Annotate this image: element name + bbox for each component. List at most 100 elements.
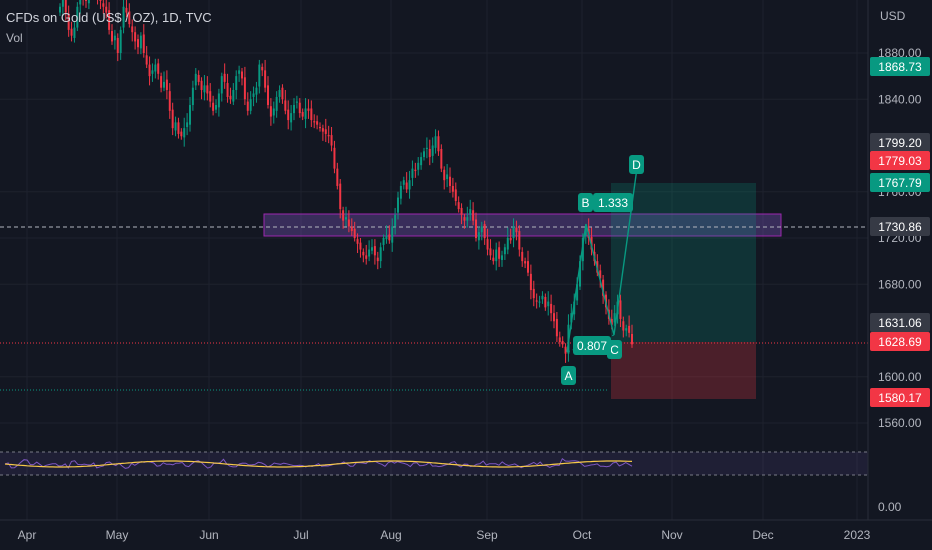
candle[interactable] <box>235 70 238 100</box>
candle[interactable] <box>339 179 342 219</box>
candle[interactable] <box>417 157 420 176</box>
price-tag[interactable]: 1580.17 <box>870 388 930 407</box>
candle[interactable] <box>376 251 379 270</box>
candle[interactable] <box>399 181 402 205</box>
candle[interactable] <box>241 68 243 86</box>
candle[interactable] <box>148 56 151 86</box>
resistance-zone[interactable] <box>263 213 782 237</box>
position-stop-area[interactable] <box>611 342 756 399</box>
candle[interactable] <box>139 32 142 55</box>
candle[interactable] <box>284 90 287 115</box>
candle[interactable] <box>189 96 191 132</box>
candle[interactable] <box>480 221 483 241</box>
candle[interactable] <box>347 210 350 233</box>
candle[interactable] <box>232 83 235 106</box>
candle[interactable] <box>67 5 70 37</box>
candle[interactable] <box>408 170 411 199</box>
candle[interactable] <box>391 218 394 252</box>
candle[interactable] <box>174 116 177 137</box>
candle[interactable] <box>223 63 226 89</box>
candle[interactable] <box>423 147 425 161</box>
candle[interactable] <box>385 225 388 244</box>
candle[interactable] <box>191 80 194 111</box>
candle[interactable] <box>414 162 417 178</box>
price-tag[interactable]: 1779.03 <box>870 151 930 170</box>
candle[interactable] <box>356 233 359 254</box>
candle[interactable] <box>466 206 469 228</box>
candle[interactable] <box>324 118 327 143</box>
candle[interactable] <box>503 243 506 260</box>
candle[interactable] <box>371 239 373 255</box>
candle[interactable] <box>200 77 203 100</box>
candle[interactable] <box>316 115 319 130</box>
candle[interactable] <box>197 70 200 86</box>
candle[interactable] <box>365 244 368 265</box>
candle[interactable] <box>261 63 264 77</box>
candle[interactable] <box>388 225 391 244</box>
candle[interactable] <box>469 199 472 221</box>
candle[interactable] <box>246 92 249 116</box>
candle[interactable] <box>272 101 275 124</box>
candle[interactable] <box>446 164 449 188</box>
candle[interactable] <box>529 264 532 300</box>
candle[interactable] <box>394 207 397 235</box>
candle[interactable] <box>379 242 382 269</box>
candle[interactable] <box>498 241 501 267</box>
price-tag[interactable]: 1631.06 <box>870 313 930 332</box>
candle[interactable] <box>212 95 215 116</box>
candle[interactable] <box>483 220 486 245</box>
candle[interactable] <box>267 76 269 109</box>
candle[interactable] <box>477 226 480 250</box>
candle[interactable] <box>301 108 304 121</box>
candle[interactable] <box>532 280 535 307</box>
candle[interactable] <box>168 83 171 119</box>
candle[interactable] <box>73 21 76 43</box>
ratio-bd-label[interactable]: 1.333 <box>593 193 633 212</box>
candle[interactable] <box>509 228 512 244</box>
candle[interactable] <box>295 95 298 109</box>
candle[interactable] <box>524 257 527 269</box>
candle[interactable] <box>160 72 163 93</box>
candle[interactable] <box>321 124 324 141</box>
candle[interactable] <box>425 137 428 159</box>
candle[interactable] <box>373 239 376 265</box>
candle[interactable] <box>243 66 246 106</box>
candle[interactable] <box>137 34 139 55</box>
candle[interactable] <box>402 176 405 190</box>
candle[interactable] <box>457 196 460 213</box>
candle[interactable] <box>131 19 134 42</box>
price-tag[interactable]: 1799.20 <box>870 133 930 152</box>
candle[interactable] <box>145 46 148 69</box>
candle[interactable] <box>518 225 521 257</box>
candle[interactable] <box>99 0 102 10</box>
candle[interactable] <box>206 76 209 101</box>
candle[interactable] <box>111 24 113 45</box>
candle[interactable] <box>229 87 232 104</box>
candle[interactable] <box>449 167 451 193</box>
candle[interactable] <box>440 144 443 173</box>
candle[interactable] <box>142 24 145 58</box>
candle[interactable] <box>183 117 186 147</box>
candle[interactable] <box>171 102 174 136</box>
candle[interactable] <box>275 91 278 118</box>
candle[interactable] <box>79 0 82 14</box>
candle[interactable] <box>564 343 567 363</box>
candle[interactable] <box>333 140 336 174</box>
candle[interactable] <box>238 65 241 82</box>
candle[interactable] <box>437 130 440 156</box>
candle[interactable] <box>443 166 446 190</box>
candle[interactable] <box>411 160 414 186</box>
candle[interactable] <box>506 227 509 255</box>
position-target-area[interactable] <box>611 183 756 342</box>
candle[interactable] <box>486 228 489 256</box>
candle[interactable] <box>70 21 73 42</box>
candle[interactable] <box>561 336 564 348</box>
candle[interactable] <box>310 100 313 127</box>
candle[interactable] <box>625 324 628 337</box>
candle[interactable] <box>336 162 339 190</box>
candle[interactable] <box>293 98 295 121</box>
candle[interactable] <box>541 291 544 304</box>
candle[interactable] <box>599 264 602 288</box>
candle[interactable] <box>298 98 301 118</box>
candle[interactable] <box>278 85 281 103</box>
